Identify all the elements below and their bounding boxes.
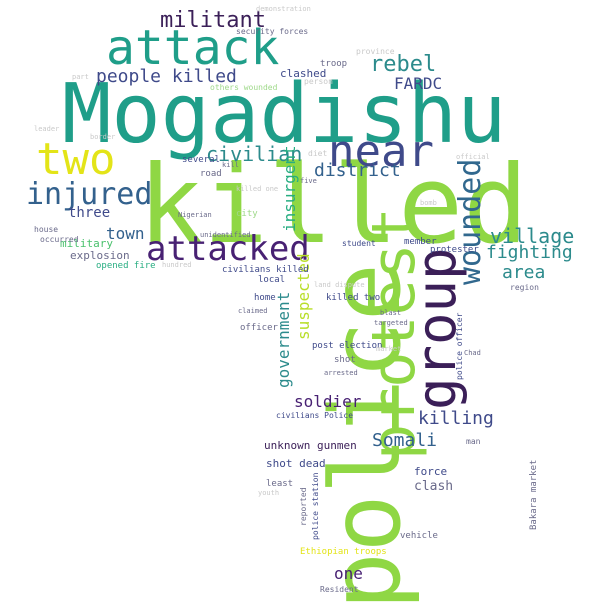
word-blast: blast bbox=[380, 309, 402, 317]
word-five: five bbox=[300, 177, 317, 185]
word-occurred: occurred bbox=[40, 235, 79, 244]
word-post-election: post election bbox=[312, 341, 383, 351]
word-ethiopian-troops: Ethiopian troops bbox=[300, 547, 387, 557]
word-three: three bbox=[68, 205, 111, 221]
word-local: local bbox=[258, 275, 286, 285]
word-killing: killing bbox=[418, 408, 494, 429]
word-targeted: targeted bbox=[374, 319, 408, 327]
word-injured: injured bbox=[26, 177, 153, 212]
word-claimed: claimed bbox=[238, 307, 268, 315]
word-police-officer: police officer bbox=[455, 312, 464, 380]
word-town: town bbox=[106, 224, 145, 243]
word-district: district bbox=[314, 160, 401, 181]
word-official: official bbox=[456, 153, 490, 161]
word-house: house bbox=[34, 225, 59, 234]
word-diet: diet bbox=[308, 149, 328, 158]
word-road: road bbox=[200, 169, 222, 179]
word-least: least bbox=[266, 479, 294, 489]
word-militant: militant bbox=[160, 8, 266, 33]
word-border: border bbox=[90, 133, 116, 141]
word-province: province bbox=[356, 47, 395, 56]
word-killed: killed bbox=[138, 143, 529, 268]
word-troop: troop bbox=[320, 59, 348, 69]
word-killed-one: killed one bbox=[236, 185, 279, 193]
word-part: part bbox=[72, 73, 89, 81]
word-region: region bbox=[510, 283, 539, 292]
word-insurgent: insurgent bbox=[280, 145, 299, 232]
word-killed-two: killed two bbox=[326, 293, 381, 303]
word-military: military bbox=[60, 237, 113, 250]
word-clashed: clashed bbox=[280, 67, 327, 80]
word-civilian: civilian bbox=[206, 142, 303, 166]
word-reported: reported bbox=[299, 487, 308, 526]
word-man: man bbox=[466, 437, 481, 446]
word-officer: officer bbox=[240, 323, 278, 333]
word-fardc: FARDC bbox=[394, 74, 443, 93]
word-wounded: wounded bbox=[453, 158, 488, 285]
word-city: city bbox=[236, 209, 258, 219]
word-government: government bbox=[274, 291, 293, 388]
word-force: force bbox=[414, 465, 448, 478]
word-one: one bbox=[334, 564, 363, 583]
word-several: several bbox=[182, 155, 220, 165]
word-unknown-gunmen: unknown gunmen bbox=[264, 439, 357, 452]
word-clash: clash bbox=[414, 479, 454, 494]
word-youth: youth bbox=[258, 489, 280, 497]
word-security-forces: security forces bbox=[236, 27, 309, 36]
word-hundred: hundred bbox=[162, 261, 192, 269]
word-village: village bbox=[490, 224, 575, 248]
word-student: student bbox=[342, 239, 376, 248]
word-area: area bbox=[502, 262, 546, 283]
word-near: near bbox=[328, 126, 434, 177]
word-shot-dead: shot dead bbox=[266, 457, 326, 470]
word-soldier: soldier bbox=[294, 392, 362, 411]
word-vehicle: vehicle bbox=[400, 531, 438, 541]
word-resident: Resident bbox=[320, 585, 359, 594]
word-unidentified: unidentified bbox=[200, 231, 251, 239]
word-member: member bbox=[404, 237, 437, 247]
word-demonstration: demonstration bbox=[256, 5, 311, 13]
word-two: two bbox=[36, 134, 116, 185]
word-leader: leader bbox=[34, 125, 60, 133]
word-protester: protester bbox=[430, 245, 479, 255]
word-nigerian: Nigerian bbox=[178, 211, 212, 219]
word-market: market bbox=[376, 345, 402, 353]
word-attack: attack bbox=[106, 20, 280, 76]
word-home: home bbox=[254, 293, 276, 303]
word-police-station: police station bbox=[311, 472, 320, 540]
word-bakara-market: Bakara market bbox=[529, 459, 539, 530]
word-person: person bbox=[304, 77, 333, 86]
word-civilians-police: civilians Police bbox=[276, 411, 354, 420]
word-civilians-killed: civilians killed bbox=[222, 265, 309, 275]
word-somali: Somali bbox=[372, 430, 438, 451]
word-arrested: arrested bbox=[324, 369, 358, 377]
word-mogadishu: Mogadishu bbox=[62, 67, 507, 162]
word-people-killed: people killed bbox=[96, 66, 237, 87]
word-attacked: attacked bbox=[146, 229, 310, 269]
word-explosion: explosion bbox=[70, 249, 130, 262]
word-rebel: rebel bbox=[370, 52, 437, 77]
word-opened-fire: opened fire bbox=[96, 261, 156, 271]
word-land-dispute: land dispute bbox=[314, 281, 365, 289]
word-chad: Chad bbox=[464, 349, 481, 357]
word-shot: shot bbox=[334, 355, 356, 365]
word-kill: kill bbox=[222, 161, 239, 169]
word-others-wounded: others wounded bbox=[210, 83, 278, 92]
word-fighting: fighting bbox=[486, 242, 573, 263]
word-bomb: bomb bbox=[420, 199, 437, 207]
